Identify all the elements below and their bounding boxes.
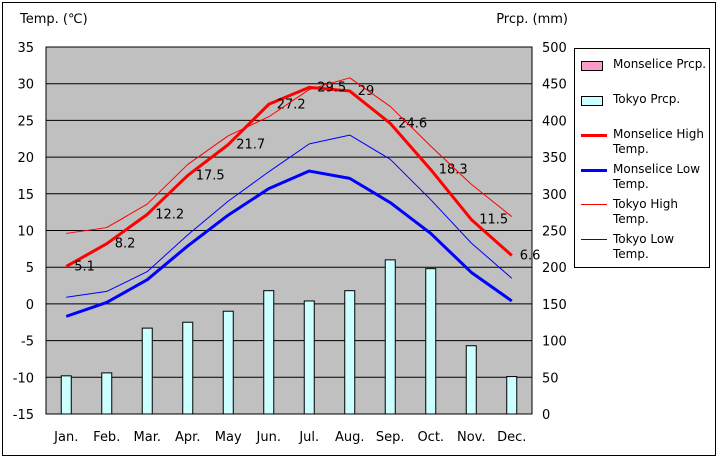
y-left-tick-label: 30: [17, 78, 34, 93]
chart-frame: [2, 2, 716, 456]
y-left-tick-label: 0: [26, 298, 34, 313]
precip-bar: [182, 321, 194, 415]
y-left-tick-label: 20: [17, 151, 34, 166]
data-label: 17.5: [196, 168, 225, 183]
precip-bar: [60, 375, 72, 415]
legend-label: Monselice High Temp.: [613, 127, 704, 156]
legend-swatch: [581, 134, 607, 137]
data-label: 29.5: [317, 80, 346, 95]
data-label: 21.7: [236, 138, 265, 153]
temp-line: [65, 169, 513, 318]
precip-bar: [303, 300, 315, 415]
x-tick-label: Nov.: [457, 430, 486, 445]
data-label: 11.5: [479, 212, 508, 227]
temp-line: [66, 134, 513, 298]
legend-item: Tokyo Low Temp.: [575, 232, 711, 266]
x-tick-label: Sep.: [376, 430, 405, 445]
y-right-tick-label: 0: [542, 408, 550, 423]
data-label: 12.2: [155, 207, 184, 222]
data-label: 27.2: [277, 97, 306, 112]
y-right-tick-label: 250: [542, 225, 567, 240]
x-tick-label: Jul.: [298, 430, 319, 445]
data-label: 29: [358, 84, 375, 99]
y-right-tick-label: 150: [542, 298, 567, 313]
legend-label: Tokyo Prcp.: [613, 92, 681, 106]
precip-bar: [263, 290, 275, 415]
legend-swatch: [581, 239, 607, 240]
y-left-tick-label: 10: [17, 225, 34, 240]
y-left-tick-label: 15: [17, 188, 34, 203]
temp-line: [65, 85, 513, 268]
y-left-axis-title: Temp. (℃): [20, 12, 88, 27]
x-tick-label: Jun.: [256, 430, 281, 445]
y-left-tick-label: -15: [13, 408, 34, 423]
legend-swatch: [581, 169, 607, 172]
data-label: 18.3: [439, 163, 468, 178]
x-tick-label: Feb.: [93, 430, 120, 445]
y-right-tick-label: 50: [542, 371, 559, 386]
precip-bar: [506, 376, 518, 415]
x-tick-label: Dec.: [497, 430, 526, 445]
legend-swatch: [581, 204, 607, 205]
x-tick-label: Oct.: [417, 430, 444, 445]
legend-label: Tokyo Low Temp.: [613, 232, 675, 261]
legend-item: Tokyo High Temp.: [575, 197, 711, 231]
legend: Monselice Prcp. Tokyo Prcp. Monselice High…: [574, 48, 710, 268]
precip-bar: [141, 327, 153, 415]
legend-label: Tokyo High Temp.: [613, 197, 678, 226]
y-right-tick-label: 300: [542, 188, 567, 203]
y-right-tick-label: 500: [542, 41, 567, 56]
x-tick-label: May: [215, 430, 242, 445]
legend-swatch: [581, 96, 603, 106]
y-left-tick-label: -10: [13, 371, 34, 386]
precip-bar: [384, 259, 396, 415]
y-left-tick-label: -5: [21, 335, 34, 350]
y-right-axis-title: Prcp. (mm): [496, 12, 568, 27]
y-right-tick-label: 400: [542, 114, 567, 129]
y-right-tick-label: 450: [542, 78, 567, 93]
y-left-tick-label: 5: [26, 261, 34, 276]
precip-bar: [344, 290, 356, 415]
precip-bar: [101, 372, 113, 415]
data-label: 8.2: [115, 237, 136, 252]
y-right-tick-label: 200: [542, 261, 567, 276]
x-tick-label: Mar.: [134, 430, 161, 445]
precip-bar: [425, 268, 437, 415]
data-label: 5.1: [74, 259, 95, 274]
legend-swatch: [581, 61, 603, 71]
legend-item: Monselice High Temp.: [575, 127, 711, 161]
precip-bar: [222, 310, 234, 415]
y-right-tick-label: 100: [542, 335, 567, 350]
x-tick-label: Jan.: [53, 430, 78, 445]
legend-label: Monselice Prcp.: [613, 57, 707, 71]
y-left-tick-label: 35: [17, 41, 34, 56]
legend-item: Monselice Prcp.: [575, 57, 711, 91]
x-tick-label: Aug.: [335, 430, 365, 445]
y-left-tick-label: 25: [17, 114, 34, 129]
legend-label: Monselice Low Temp.: [613, 162, 701, 191]
temp-line: [66, 77, 513, 234]
y-right-tick-label: 350: [542, 151, 567, 166]
legend-item: Tokyo Prcp.: [575, 92, 711, 126]
data-label: 6.6: [520, 248, 541, 263]
data-label: 24.6: [398, 116, 427, 131]
precip-bar: [465, 345, 477, 415]
x-tick-label: Apr.: [175, 430, 200, 445]
legend-item: Monselice Low Temp.: [575, 162, 711, 196]
